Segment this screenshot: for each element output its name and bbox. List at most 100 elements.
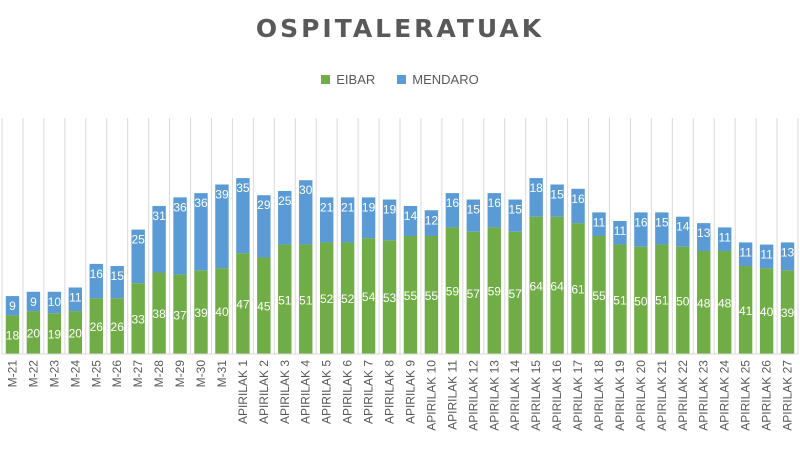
data-label-mendaro: 15: [509, 203, 523, 217]
data-label-eibar: 51: [613, 293, 627, 307]
bar-eibar: [173, 274, 187, 354]
bar-mendaro: [697, 223, 711, 252]
x-tick-label: M-24: [68, 360, 82, 388]
data-label-mendaro: 9: [9, 299, 16, 313]
bar-mendaro: [738, 242, 753, 267]
data-label-eibar: 19: [48, 328, 62, 342]
data-label-eibar: 61: [571, 283, 585, 297]
data-label-eibar: 26: [111, 320, 125, 334]
data-label-mendaro: 35: [236, 181, 250, 195]
bar-eibar: [215, 268, 229, 354]
data-label-eibar: 40: [215, 305, 229, 319]
data-label-mendaro: 36: [173, 200, 187, 214]
data-label-eibar: 48: [697, 297, 711, 311]
bar-eibar: [592, 236, 606, 354]
bar-eibar: [466, 231, 481, 354]
data-label-mendaro: 11: [593, 215, 606, 229]
data-label-eibar: 55: [425, 289, 439, 303]
bar-mendaro: [131, 229, 145, 284]
x-tick-label: APIRILAK 25: [739, 360, 753, 431]
data-label-eibar: 55: [592, 289, 606, 303]
data-label-eibar: 52: [320, 292, 334, 306]
bar-mendaro: [676, 216, 690, 247]
x-tick-label: APIRILAK 13: [487, 360, 501, 431]
x-tick-label: M-28: [152, 360, 166, 388]
data-label-eibar: 53: [383, 291, 397, 305]
bar-eibar: [299, 244, 313, 354]
x-tick-label: M-31: [215, 360, 229, 388]
x-tick-label: M-21: [5, 360, 19, 388]
data-label-eibar: 26: [90, 320, 104, 334]
data-label-eibar: 57: [467, 287, 481, 301]
legend-label-mendaro: MENDARO: [412, 72, 479, 87]
bar-mendaro: [571, 188, 585, 224]
x-tick-label: M-23: [47, 360, 61, 388]
data-label-eibar: 39: [781, 306, 795, 320]
bar-mendaro: [529, 178, 543, 217]
bar-mendaro: [361, 197, 376, 239]
bar-mendaro: [717, 227, 732, 252]
bar-eibar: [68, 311, 83, 354]
data-label-eibar: 50: [676, 294, 690, 308]
x-tick-label: APIRILAK 26: [760, 360, 774, 431]
bar-eibar: [529, 216, 543, 354]
bar-mendaro: [152, 205, 166, 273]
x-tick-label: APIRILAK 6: [341, 360, 355, 424]
bar-mendaro: [47, 291, 62, 314]
bar-eibar: [131, 283, 145, 354]
bar-eibar: [717, 251, 732, 354]
data-label-mendaro: 11: [614, 224, 627, 238]
bar-eibar: [403, 236, 418, 354]
data-label-mendaro: 11: [718, 230, 731, 244]
bar-eibar: [445, 227, 460, 354]
bar-mendaro: [340, 197, 355, 243]
data-label-eibar: 51: [655, 293, 669, 307]
x-tick-label: APIRILAK 2: [257, 360, 271, 424]
data-label-eibar: 33: [131, 313, 145, 327]
data-label-mendaro: 14: [676, 220, 690, 234]
bar-mendaro: [215, 184, 229, 269]
bar-eibar: [424, 236, 439, 354]
x-tick-label: APIRILAK 4: [299, 360, 313, 424]
data-label-eibar: 59: [488, 285, 502, 299]
data-label-eibar: 51: [299, 293, 313, 307]
x-tick-label: APIRILAK 15: [529, 360, 543, 431]
bar-eibar: [361, 238, 376, 354]
data-label-eibar: 64: [529, 279, 543, 293]
bar-mendaro: [382, 199, 397, 241]
x-tick-label: APIRILAK 17: [571, 360, 585, 431]
bar-eibar: [550, 216, 564, 354]
bar-eibar: [110, 298, 124, 354]
data-label-eibar: 18: [6, 329, 20, 343]
x-tick-label: APIRILAK 20: [634, 360, 648, 431]
data-label-mendaro: 13: [697, 226, 711, 240]
x-tick-label: M-27: [131, 360, 145, 388]
bar-eibar: [697, 251, 711, 354]
bar-mendaro: [550, 184, 564, 217]
x-tick-label: APIRILAK 27: [781, 360, 795, 431]
data-label-mendaro: 36: [194, 196, 208, 210]
bar-eibar: [738, 266, 753, 354]
bar-mendaro: [278, 190, 292, 245]
bar-mendaro: [487, 193, 501, 228]
x-tick-label: APIRILAK 21: [655, 360, 669, 431]
x-tick-label: APIRILAK 24: [718, 360, 732, 431]
bar-mendaro: [655, 212, 669, 245]
bar-eibar: [257, 257, 271, 354]
x-tick-label: APIRILAK 19: [613, 360, 627, 431]
x-tick-label: M-26: [110, 360, 124, 388]
bar-mendaro: [592, 212, 606, 236]
data-label-mendaro: 18: [529, 181, 543, 195]
data-label-mendaro: 11: [739, 245, 752, 259]
data-label-mendaro: 25: [131, 233, 145, 247]
bar-mendaro: [759, 244, 774, 269]
data-label-eibar: 52: [341, 292, 355, 306]
data-label-mendaro: 11: [69, 290, 82, 304]
x-tick-label: APIRILAK 10: [424, 360, 438, 431]
bar-mendaro: [89, 263, 103, 299]
data-label-mendaro: 16: [446, 196, 460, 210]
data-label-eibar: 48: [718, 297, 732, 311]
bar-eibar: [47, 313, 62, 354]
bar-mendaro: [68, 287, 83, 312]
